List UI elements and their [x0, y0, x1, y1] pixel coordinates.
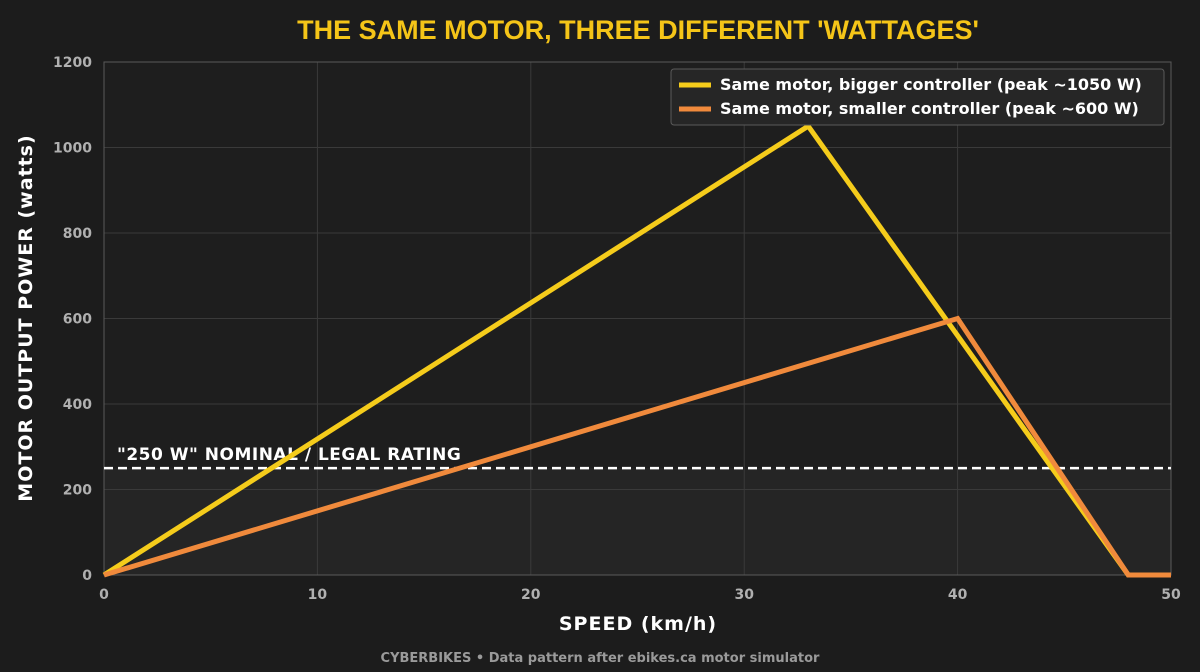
below-nominal-shade — [104, 468, 1171, 575]
y-tick-label: 600 — [63, 312, 92, 328]
axis-ticks: 0 10 20 30 40 50 0 200 400 600 800 1000 1200 — [53, 55, 1181, 603]
y-axis-label: MOTOR OUTPUT POWER (watts) — [15, 134, 37, 501]
x-tick-label: 10 — [308, 587, 328, 603]
x-tick-label: 0 — [99, 587, 109, 603]
legend-label-bigger: Same motor, bigger controller (peak ~105… — [720, 75, 1142, 94]
footer-credit: CYBERBIKES • Data pattern after ebikes.c… — [381, 651, 820, 666]
legend: Same motor, bigger controller (peak ~105… — [670, 68, 1165, 126]
x-tick-label: 20 — [521, 587, 541, 603]
y-tick-label: 1000 — [53, 141, 92, 157]
series-lines — [102, 122, 1171, 578]
y-tick-label: 1200 — [53, 55, 92, 71]
x-axis-label: SPEED (km/h) — [559, 613, 717, 635]
x-tick-label: 50 — [1161, 587, 1181, 603]
plot-frame — [103, 61, 1172, 576]
y-tick-label: 200 — [63, 483, 92, 499]
chart-title: THE SAME MOTOR, THREE DIFFERENT 'WATTAGE… — [297, 15, 979, 45]
y-tick-label: 800 — [63, 226, 92, 242]
legend-label-smaller: Same motor, smaller controller (peak ~60… — [720, 99, 1139, 118]
legend-box — [670, 68, 1165, 126]
series-line-smaller-controller — [103, 315, 1171, 578]
x-tick-label: 40 — [948, 587, 968, 603]
y-tick-label: 0 — [82, 568, 92, 584]
y-tick-label: 400 — [63, 397, 92, 413]
x-tick-label: 30 — [734, 587, 754, 603]
